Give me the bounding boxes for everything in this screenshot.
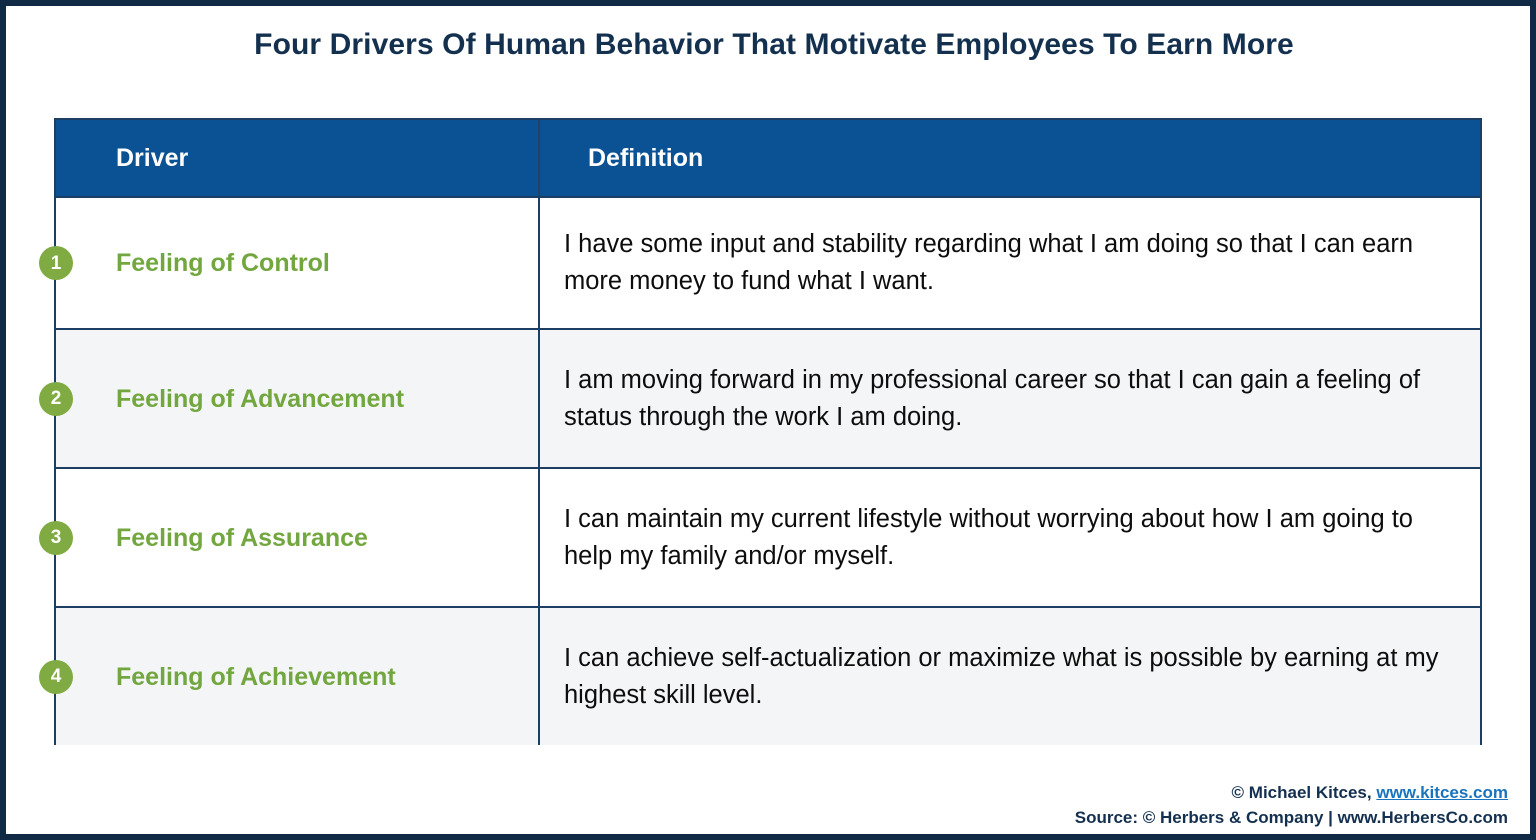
table-cell-definition: I can achieve self-actualization or maxi…	[540, 608, 1480, 745]
row-number-badge: 4	[39, 659, 73, 694]
table-header-cell-driver: Driver	[56, 120, 540, 196]
definition-text: I have some input and stability regardin…	[564, 230, 1414, 295]
row-number-badge: 3	[39, 520, 73, 555]
definition-text: I can achieve self-actualization or maxi…	[564, 643, 1439, 709]
table-cell-driver: 1 Feeling of Control	[39, 198, 540, 328]
driver-label: Feeling of Control	[116, 249, 330, 277]
table-cell-definition: I am moving forward in my professional c…	[540, 330, 1480, 467]
column-header-driver: Driver	[116, 143, 189, 172]
table-cell-driver: 4 Feeling of Achievement	[39, 608, 540, 745]
table-row: 3 Feeling of Assurance I can maintain my…	[39, 467, 1480, 606]
table-header-cell-definition: Definition	[540, 120, 1480, 196]
table-row: 4 Feeling of Achievement I can achieve s…	[39, 606, 1480, 745]
footer-attribution: © Michael Kitces, www.kitces.com Source:…	[1075, 781, 1508, 830]
kitces-website-link[interactable]: www.kitces.com	[1376, 783, 1508, 802]
definition-text: I can maintain my current lifestyle with…	[564, 504, 1413, 570]
drivers-table: Driver Definition 1 Feeling of Control I…	[39, 118, 1482, 745]
definition-text: I am moving forward in my professional c…	[564, 365, 1421, 431]
column-header-definition: Definition	[588, 143, 704, 172]
driver-label: Feeling of Achievement	[116, 662, 396, 691]
copyright-owner: © Michael Kitces,	[1231, 783, 1377, 802]
table-cell-driver: 2 Feeling of Advancement	[39, 330, 540, 467]
driver-label: Feeling of Assurance	[116, 523, 368, 552]
page-title: Four Drivers Of Human Behavior That Moti…	[254, 28, 1294, 61]
row-number-badge: 1	[39, 246, 73, 280]
table-cell-definition: I have some input and stability regardin…	[540, 198, 1480, 328]
table-row: 1 Feeling of Control I have some input a…	[39, 196, 1480, 328]
table-header-row: Driver Definition	[56, 120, 1480, 196]
source-line: Source: © Herbers & Company | www.Herber…	[1074, 807, 1508, 827]
table-row: 2 Feeling of Advancement I am moving for…	[39, 328, 1480, 467]
driver-label: Feeling of Advancement	[116, 384, 405, 413]
table-cell-definition: I can maintain my current lifestyle with…	[540, 469, 1480, 606]
copyright-line: © Michael Kitces, www.kitces.com	[1075, 781, 1508, 806]
row-number-badge: 2	[39, 381, 73, 416]
table-cell-driver: 3 Feeling of Assurance	[39, 469, 540, 606]
